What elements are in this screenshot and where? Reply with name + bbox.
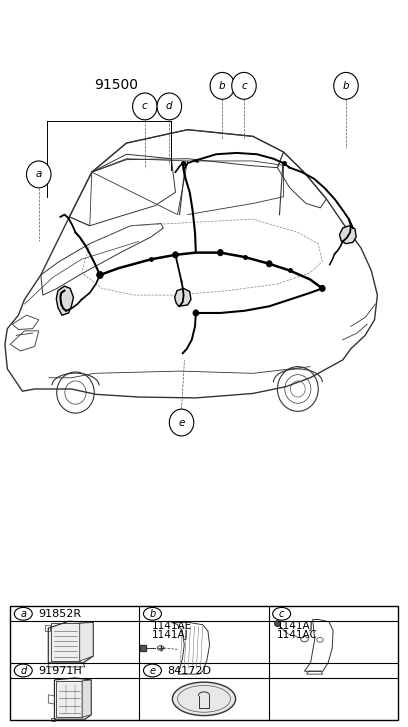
Circle shape bbox=[193, 310, 199, 316]
Circle shape bbox=[97, 271, 103, 278]
Text: d: d bbox=[166, 101, 173, 111]
Text: b: b bbox=[343, 81, 349, 91]
Bar bbox=[80, 640, 84, 645]
Text: b: b bbox=[219, 81, 226, 91]
Text: 91852R: 91852R bbox=[38, 608, 81, 619]
Circle shape bbox=[266, 261, 272, 267]
Text: 1141AC: 1141AC bbox=[277, 630, 318, 640]
Polygon shape bbox=[48, 621, 93, 663]
Circle shape bbox=[14, 607, 32, 620]
Circle shape bbox=[319, 285, 325, 292]
Text: 91971H: 91971H bbox=[38, 665, 82, 675]
Text: b: b bbox=[149, 608, 155, 619]
Text: 91500: 91500 bbox=[94, 78, 138, 92]
Polygon shape bbox=[82, 680, 91, 717]
Text: 1141AE: 1141AE bbox=[152, 621, 192, 631]
Circle shape bbox=[169, 409, 194, 436]
Circle shape bbox=[144, 664, 162, 677]
Circle shape bbox=[217, 249, 223, 256]
Text: 84172D: 84172D bbox=[167, 665, 211, 675]
Circle shape bbox=[173, 252, 178, 258]
Text: 1141AJ: 1141AJ bbox=[277, 621, 313, 631]
Polygon shape bbox=[339, 226, 356, 244]
Text: c: c bbox=[142, 101, 148, 111]
Text: d: d bbox=[20, 665, 27, 675]
Circle shape bbox=[232, 73, 256, 100]
Circle shape bbox=[133, 93, 157, 120]
Text: a: a bbox=[20, 608, 26, 619]
Text: e: e bbox=[178, 417, 185, 427]
Polygon shape bbox=[54, 678, 91, 719]
Polygon shape bbox=[175, 289, 191, 306]
Circle shape bbox=[144, 607, 162, 620]
Bar bbox=[80, 632, 84, 637]
Bar bbox=[10, 606, 398, 720]
Polygon shape bbox=[80, 622, 93, 661]
Circle shape bbox=[273, 607, 290, 620]
Bar bbox=[51, 718, 55, 720]
Ellipse shape bbox=[172, 682, 236, 715]
Bar bbox=[51, 718, 55, 720]
Circle shape bbox=[210, 73, 235, 100]
Circle shape bbox=[157, 93, 182, 120]
Text: c: c bbox=[279, 608, 284, 619]
Text: 1141AJ: 1141AJ bbox=[152, 630, 188, 640]
Circle shape bbox=[334, 73, 358, 100]
Bar bbox=[80, 648, 84, 653]
Bar bbox=[45, 624, 49, 630]
Circle shape bbox=[27, 161, 51, 188]
Text: c: c bbox=[241, 81, 247, 91]
Circle shape bbox=[14, 664, 32, 677]
Text: a: a bbox=[35, 169, 42, 180]
Polygon shape bbox=[56, 286, 73, 316]
Text: e: e bbox=[149, 665, 155, 675]
